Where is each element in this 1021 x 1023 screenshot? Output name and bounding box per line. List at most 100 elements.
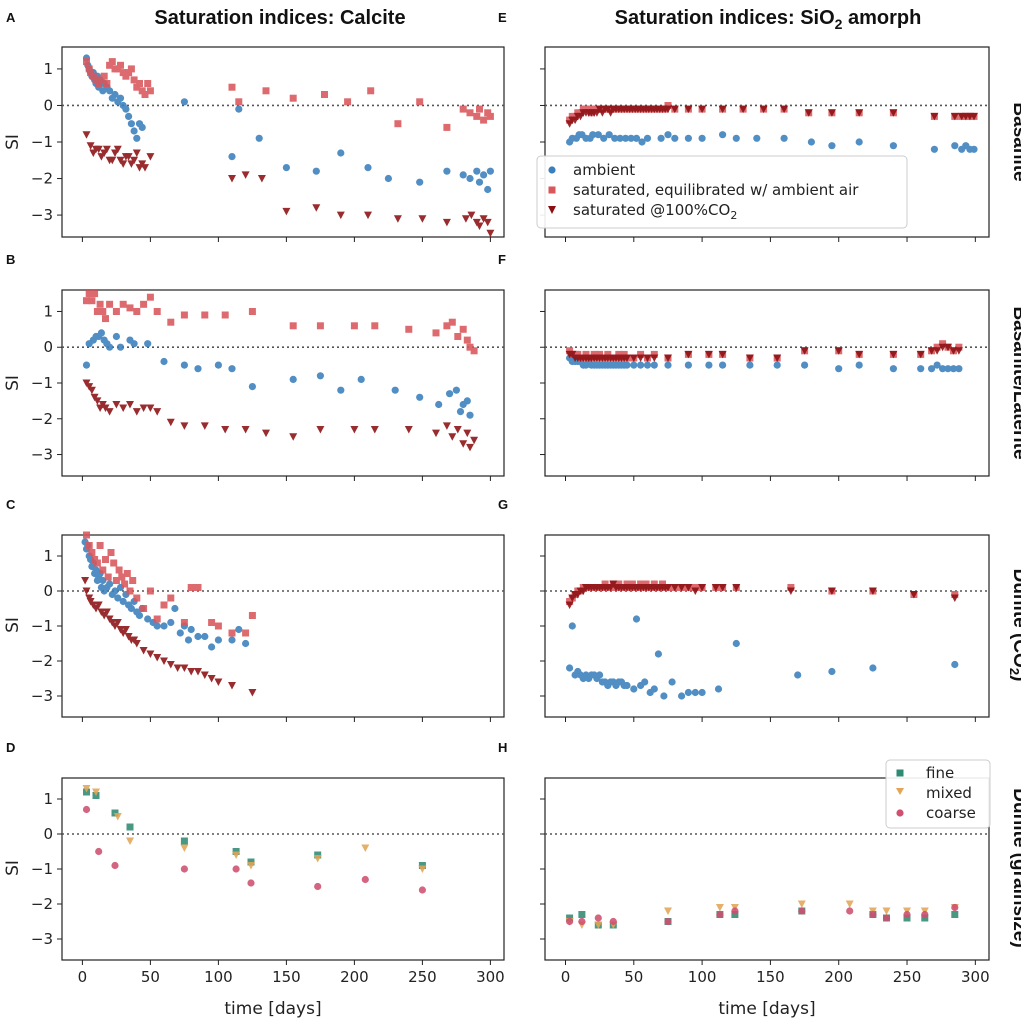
panel-f-air-point	[596, 350, 604, 358]
panel-b-co2-point	[105, 408, 114, 416]
panel-b-co2-point	[166, 418, 175, 427]
panel-d-mixed-point	[180, 844, 189, 852]
panel-b-co2-point	[132, 408, 141, 416]
panel-e-ambient-point	[951, 142, 959, 150]
panel-d-xtick-label-1: 50	[141, 968, 160, 986]
panel-e-ambient-point	[753, 134, 761, 142]
panel-g-ambient-point	[828, 667, 836, 676]
panel-e-ambient-point	[780, 134, 788, 142]
panel-f-ambient-point	[855, 361, 863, 369]
panel-g-co2-point	[711, 584, 720, 592]
panel-c-air-point	[115, 566, 123, 574]
panel-d-xtick-label-6: 300	[476, 968, 505, 986]
panel-a-ambient-point	[116, 94, 125, 102]
panel-letter-c: C	[6, 497, 16, 512]
panel-h-series-fine	[566, 907, 959, 929]
panel-c-air-point	[187, 584, 195, 591]
panel-c-co2-point	[113, 619, 122, 627]
panel-a-co2-point	[119, 160, 128, 168]
panel-a-air-point	[127, 65, 135, 73]
panel-c-air-point	[107, 549, 115, 556]
panel-c-co2-point	[94, 601, 103, 609]
panel-a-air-point	[443, 123, 451, 131]
panel-c-co2-point	[173, 664, 182, 672]
panel-c-ambient-point	[167, 618, 175, 627]
panel-f-co2-point	[643, 354, 652, 362]
panel-h-xtick-label-4: 200	[824, 968, 853, 986]
panel-c-air-point	[96, 542, 104, 549]
panel-f-co2-point	[636, 354, 645, 362]
panel-a-air-point	[108, 58, 116, 66]
panel-f-air-point	[637, 350, 645, 358]
panel-a-ambient-point	[486, 167, 494, 175]
panel-c-ambient-point	[235, 625, 243, 634]
panel-b-co2-point	[153, 408, 162, 416]
panel-c-air-point	[208, 619, 216, 626]
panel-a-air-point	[130, 76, 138, 84]
panel-a-ambient-point	[228, 153, 236, 161]
legend-coarse-marker	[896, 809, 904, 817]
panel-f-ambient-point	[664, 361, 672, 369]
panel-a-ambient-point	[466, 174, 474, 183]
panel-h-coarse-point	[566, 917, 574, 926]
panel-a-air-point	[473, 112, 481, 120]
panel-e-air-point	[664, 102, 672, 109]
panel-a-co2-point	[418, 215, 427, 223]
panel-b-co2-point	[459, 440, 468, 448]
panel-letter-d: D	[6, 740, 15, 755]
panel-b-co2-point	[146, 404, 155, 412]
panel-c-air-point	[140, 605, 148, 612]
panel-f-co2-point	[834, 347, 843, 355]
panel-d-coarse-point	[111, 861, 119, 870]
panel-f-ambient-point	[801, 361, 809, 369]
panel-a-ambient-point	[443, 167, 451, 175]
panel-b-plot: −3 −2 −1 0 1	[31, 289, 505, 481]
panel-b-ambient-point	[180, 361, 188, 369]
panel-g-ambient-point	[632, 615, 641, 623]
panel-g-ambient-point	[951, 660, 959, 669]
panel-a-ytick-label-4: 1	[43, 60, 53, 78]
panel-b-ambient-point	[97, 329, 105, 337]
panel-h-xtick-label-6: 300	[961, 968, 990, 986]
legend-air-label: saturated, equilibrated w/ ambient air	[573, 181, 859, 199]
panel-d-coarse-point	[314, 882, 322, 891]
panel-c-ambient-point	[106, 580, 114, 588]
panel-g-co2-point	[670, 584, 679, 592]
panel-c-air-point	[129, 577, 137, 584]
panel-b-ytick-label-0: −3	[31, 446, 53, 464]
panel-e-co2-point	[759, 105, 768, 114]
panel-f-air-point	[574, 350, 582, 358]
panel-c-air-point	[228, 629, 236, 637]
panel-b-air-point	[153, 308, 161, 315]
panel-g-ambient-point	[566, 664, 574, 672]
panel-c-ambient-point	[201, 632, 209, 641]
panel-g-frame	[544, 534, 990, 718]
panel-c-air-point	[85, 542, 93, 549]
panel-b-ambient-point	[463, 397, 471, 405]
panel-c-air-point	[242, 629, 250, 637]
panel-a-ambient-point	[312, 167, 320, 175]
panel-c-ambient-point	[208, 643, 216, 651]
panel-a-plot: −3 −2 −1 0 1	[31, 46, 505, 242]
panel-c-ambient-point	[127, 604, 135, 613]
panel-b-air-point	[180, 311, 188, 319]
panel-b-ambient-point	[391, 386, 399, 394]
panel-a-co2-point	[102, 145, 111, 154]
panel-d-coarse-point	[232, 865, 240, 873]
panel-c-air-point	[126, 587, 134, 595]
panel-h-xtick-label-1: 50	[624, 968, 643, 986]
panel-a-co2-point	[475, 222, 484, 230]
panel-e-co2-point	[889, 109, 898, 117]
panel-f-air-point	[566, 347, 574, 355]
panel-g-series-ambient	[566, 615, 959, 700]
panel-h-coarse-point	[798, 907, 806, 915]
panel-a-ytick-label-1: −2	[31, 170, 53, 188]
panel-c-ambient-point	[194, 632, 202, 641]
panel-c-ambient-point	[111, 587, 119, 595]
panel-f-ambient-point	[746, 361, 754, 369]
panel-a-air-point	[480, 116, 488, 124]
panel-b-ambient-point	[160, 357, 168, 366]
panel-e-ambient-point	[807, 138, 816, 146]
panel-h-coarse-point	[921, 910, 929, 919]
panel-a-co2-point	[86, 142, 95, 150]
